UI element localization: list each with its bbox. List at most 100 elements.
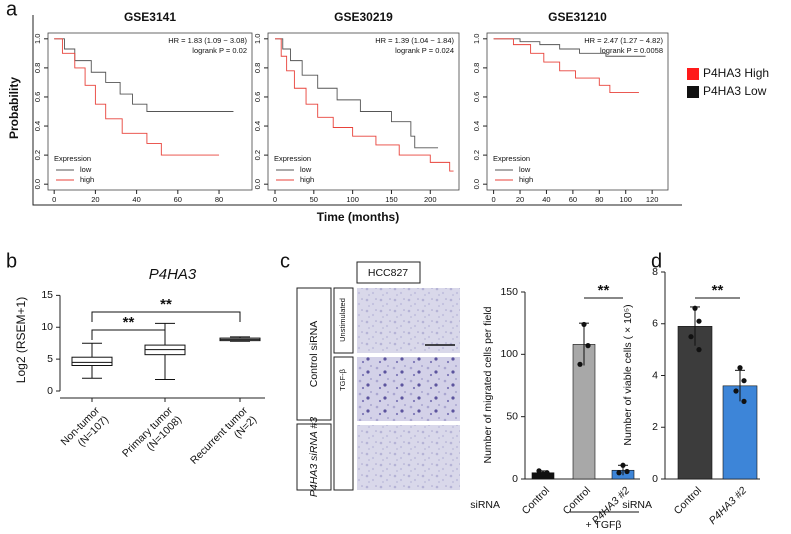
data-point <box>577 361 583 367</box>
y-tick-label: 10 <box>41 321 53 333</box>
plot-frame <box>47 32 253 191</box>
x-tick-label: 80 <box>595 195 603 204</box>
x-tick-label: 80 <box>215 195 223 204</box>
x-axis-label: Time (months) <box>317 210 399 224</box>
condition-label: Unstimulated <box>338 298 347 342</box>
legend-title: Expression <box>274 154 311 163</box>
legend-title: Expression <box>493 154 530 163</box>
y-tick-label: 6 <box>652 318 658 330</box>
micrograph <box>357 425 460 490</box>
y-tick-label: 150 <box>500 286 518 298</box>
y-tick-label: 0.4 <box>33 121 42 131</box>
legend-title: Expression <box>54 154 91 163</box>
data-point <box>737 365 743 371</box>
significance-label: ** <box>123 314 135 331</box>
y-axis-label: Number of viable cells ( × 10⁵) <box>622 304 634 445</box>
panel-frame <box>32 15 682 206</box>
legend-label: low <box>300 165 312 174</box>
panel-letter: a <box>6 0 18 20</box>
plot-title: GSE30219 <box>334 10 393 24</box>
y-axis-label: Probability <box>7 77 21 139</box>
x-tick-label: 0 <box>492 195 496 204</box>
x-tick-label: 150 <box>385 195 398 204</box>
plot-frame <box>267 32 460 191</box>
x-tick-label: 100 <box>346 195 359 204</box>
panel-letter: d <box>651 250 662 272</box>
x-tick-label: 0 <box>52 195 56 204</box>
legend-swatch <box>687 68 699 80</box>
y-tick-label: 15 <box>41 289 53 301</box>
y-tick-label: 0 <box>652 473 658 485</box>
y-tick-label: 0.0 <box>253 179 262 189</box>
data-point <box>544 470 550 476</box>
row-label-box <box>296 423 332 491</box>
legend-label: high <box>80 175 94 184</box>
data-point <box>688 334 694 340</box>
y-tick-label: 0.4 <box>253 121 262 131</box>
x-tick-label: Control <box>672 485 704 517</box>
data-point <box>696 347 702 353</box>
y-tick-label: 5 <box>47 353 53 365</box>
x-tick-label: 40 <box>132 195 140 204</box>
y-tick-label: 0.2 <box>33 150 42 160</box>
condition-label: TGF-β <box>338 368 347 390</box>
y-tick-label: 100 <box>500 348 518 360</box>
survival-curve <box>54 38 234 112</box>
bar <box>677 326 713 480</box>
annotation: HR = 1.39 (1.04 − 1.84) <box>375 36 454 45</box>
y-tick-label: 0.6 <box>472 92 481 102</box>
survival-curve <box>493 38 646 57</box>
annotation: logrank P = 0.024 <box>395 46 454 55</box>
x-axis-title: siRNA <box>622 499 652 511</box>
x-tick-label: 50 <box>310 195 318 204</box>
survival-curve <box>274 38 454 172</box>
significance-label: ** <box>160 296 172 313</box>
x-tick-label: 0 <box>273 195 277 204</box>
row-label: Control siRNA <box>308 321 320 388</box>
y-tick-label: 0 <box>47 385 53 397</box>
group-label: + TGFβ <box>586 519 622 531</box>
x-tick-label: 100 <box>619 195 632 204</box>
x-tick-label: 120 <box>646 195 659 204</box>
box <box>71 356 113 366</box>
data-point <box>696 318 702 324</box>
data-point <box>624 468 630 475</box>
y-tick-label: 4 <box>652 369 658 381</box>
micrograph <box>357 288 460 353</box>
header-box <box>356 261 421 284</box>
survival-curve <box>54 38 220 156</box>
data-point <box>741 398 747 404</box>
legend-label: low <box>519 165 531 174</box>
y-tick-label: 0.8 <box>472 63 481 73</box>
x-tick-label: 20 <box>516 195 524 204</box>
data-point <box>581 321 587 328</box>
survival-curve <box>493 38 639 94</box>
annotation: logrank P = 0.0058 <box>600 46 663 55</box>
y-tick-label: 0.2 <box>472 150 481 160</box>
x-axis-title: siRNA <box>470 499 500 511</box>
annotation: HR = 2.47 (1.27 − 4.82) <box>584 36 663 45</box>
y-tick-label: 8 <box>652 266 658 278</box>
y-tick-label: 50 <box>506 410 518 422</box>
x-tick-label: 60 <box>569 195 577 204</box>
data-point <box>540 471 546 477</box>
x-tick-label: P4HA3 #2 <box>707 484 749 526</box>
panel-letter: b <box>6 250 17 272</box>
x-tick-label: 40 <box>542 195 550 204</box>
x-tick-label: 20 <box>91 195 99 204</box>
data-point <box>585 343 591 349</box>
plot-title: GSE3141 <box>124 10 176 24</box>
row-label: P4HA3 siRNA #3 <box>308 417 320 497</box>
legend-label: low <box>80 165 92 174</box>
plot-frame <box>486 32 669 191</box>
annotation: HR = 1.83 (1.09 − 3.08) <box>168 36 247 45</box>
data-point <box>620 462 626 468</box>
significance-label: ** <box>598 282 610 299</box>
condition-label-box <box>333 356 354 491</box>
legend-label: high <box>519 175 533 184</box>
plot-title: GSE31210 <box>548 10 607 24</box>
annotation: logrank P = 0.02 <box>192 46 247 55</box>
x-tick-label: 60 <box>174 195 182 204</box>
legend-label: P4HA3 Low <box>703 84 767 98</box>
